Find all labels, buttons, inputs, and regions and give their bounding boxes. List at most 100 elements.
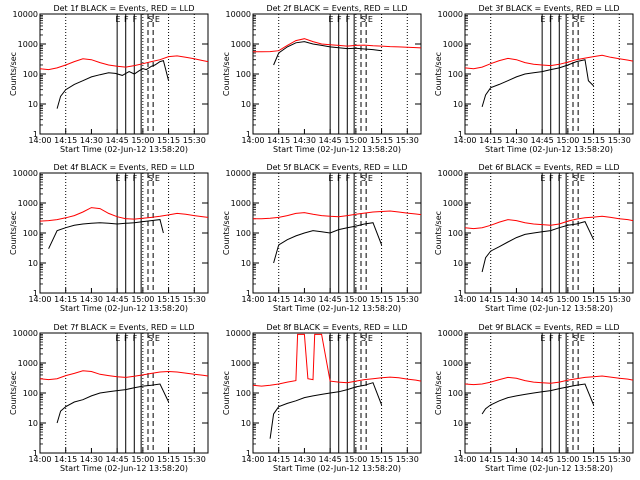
y-tick-label: 100 (236, 389, 251, 398)
y-tick-label: 10000 (226, 169, 251, 178)
interval-marker-label: E (540, 15, 545, 24)
panel-title: Det 2f BLACK = Events, RED = LLD (266, 4, 407, 13)
panel-title: Det 3f BLACK = Events, RED = LLD (478, 4, 619, 13)
y-tick-label: 1000 (18, 359, 38, 368)
lld-series-line (39, 55, 209, 71)
x-tick-label: 15:00 (344, 295, 367, 304)
x-tick-label: 14:45 (106, 455, 129, 464)
x-tick-label: 14:45 (319, 295, 342, 304)
y-tick-label: 10000 (438, 329, 463, 338)
y-axis-label: Counts/sec (9, 371, 18, 415)
lld-series-line (253, 210, 422, 220)
x-tick-label: 15:30 (183, 295, 206, 304)
lld-series-line (464, 375, 634, 386)
y-tick-label: 1000 (231, 199, 251, 208)
interval-marker-label: S (361, 15, 366, 24)
y-tick-label: 10000 (226, 10, 251, 19)
interval-marker-label: E (328, 15, 333, 24)
interval-marker-label: F (124, 15, 129, 24)
interval-marker-label: E (115, 15, 120, 24)
y-tick-label: 10000 (13, 169, 38, 178)
events-series-line (481, 383, 595, 415)
interval-marker-label: E (368, 15, 373, 24)
x-axis-label: Start Time (02-Jun-12 13:58:20) (273, 145, 401, 154)
y-tick-label: 10 (453, 100, 463, 109)
interval-marker-label: S (573, 174, 578, 183)
x-tick-label: 14:15 (479, 295, 502, 304)
interval-marker-label: S (148, 334, 153, 343)
y-tick-label: 1 (246, 130, 251, 139)
x-tick-label: 15:15 (157, 455, 180, 464)
y-tick-label: 1 (246, 289, 251, 298)
panel-8: Det 8f BLACK = Events, RED = LLD 1 10 100 10… (222, 323, 422, 473)
x-tick-label: 15:30 (608, 295, 631, 304)
interval-marker-label: S (573, 15, 578, 24)
interval-marker-label: E (540, 334, 545, 343)
y-tick-label: 1000 (443, 40, 463, 49)
plot-frame (464, 332, 634, 454)
x-axis-label: Start Time (02-Jun-12 13:58:20) (60, 304, 188, 313)
x-axis-label: Start Time (02-Jun-12 13:58:20) (273, 464, 401, 473)
interval-marker-label: S (361, 174, 366, 183)
events-series-line (481, 221, 595, 273)
panel-1: Det 1f BLACK = Events, RED = LLD 1 10 100 10… (9, 4, 209, 154)
panel-title: Det 1f BLACK = Events, RED = LLD (53, 4, 194, 13)
plot-frame (464, 13, 634, 135)
interval-marker-label: F (549, 334, 554, 343)
interval-marker-label: F (558, 334, 563, 343)
panel-title: Det 6f BLACK = Events, RED = LLD (478, 163, 619, 172)
interval-marker-label: E (580, 15, 585, 24)
interval-marker-label: E (580, 174, 585, 183)
x-tick-label: 15:15 (157, 295, 180, 304)
y-tick-label: 1000 (443, 199, 463, 208)
plot-frame (252, 332, 422, 454)
panel-title: Det 4f BLACK = Events, RED = LLD (53, 163, 194, 172)
y-axis-label: Counts/sec (222, 52, 231, 96)
x-tick-label: 14:00 (28, 295, 51, 304)
y-tick-label: 1 (458, 130, 463, 139)
interval-marker-label: F (549, 174, 554, 183)
interval-marker-label: S (573, 334, 578, 343)
y-tick-label: 100 (448, 389, 463, 398)
interval-marker-label: F (558, 174, 563, 183)
x-tick-label: 14:30 (293, 136, 316, 145)
y-tick-label: 1 (33, 130, 38, 139)
panel-5: Det 5f BLACK = Events, RED = LLD 1 10 100 10… (222, 163, 422, 313)
panel-3: Det 3f BLACK = Events, RED = LLD 1 10 100 10… (434, 4, 634, 154)
x-tick-label: 15:30 (183, 455, 206, 464)
y-axis-label: Counts/sec (9, 211, 18, 255)
y-tick-label: 10 (241, 259, 251, 268)
panel-title: Det 7f BLACK = Events, RED = LLD (53, 323, 194, 332)
y-tick-label: 10 (453, 259, 463, 268)
y-axis-label: Counts/sec (434, 52, 443, 96)
interval-marker-label: F (558, 15, 563, 24)
panel-2: Det 2f BLACK = Events, RED = LLD 1 10 100 10… (222, 4, 422, 154)
x-tick-label: 15:30 (608, 455, 631, 464)
x-tick-label: 15:00 (556, 295, 579, 304)
x-tick-label: 15:00 (131, 136, 154, 145)
interval-marker-label: F (124, 174, 129, 183)
y-axis-label: Counts/sec (222, 211, 231, 255)
x-tick-label: 14:30 (293, 455, 316, 464)
x-tick-label: 14:00 (241, 455, 264, 464)
interval-marker-label: F (346, 334, 351, 343)
x-tick-label: 14:30 (293, 295, 316, 304)
y-axis-label: Counts/sec (222, 371, 231, 415)
plot-frame (464, 172, 634, 294)
x-tick-label: 15:00 (556, 136, 579, 145)
panel-title: Det 9f BLACK = Events, RED = LLD (478, 323, 619, 332)
x-tick-label: 14:00 (453, 136, 476, 145)
x-tick-label: 14:30 (80, 136, 103, 145)
lld-series-line (39, 370, 209, 381)
x-tick-label: 14:30 (505, 295, 528, 304)
x-tick-label: 15:30 (396, 295, 419, 304)
x-tick-label: 15:15 (370, 136, 393, 145)
y-tick-label: 10 (28, 419, 38, 428)
interval-marker-label: E (155, 15, 160, 24)
lld-series-line (253, 38, 422, 53)
x-tick-label: 14:00 (28, 455, 51, 464)
interval-marker-label: E (155, 334, 160, 343)
panel-4: Det 4f BLACK = Events, RED = LLD 1 10 100 10… (9, 163, 209, 313)
interval-marker-label: E (155, 174, 160, 183)
